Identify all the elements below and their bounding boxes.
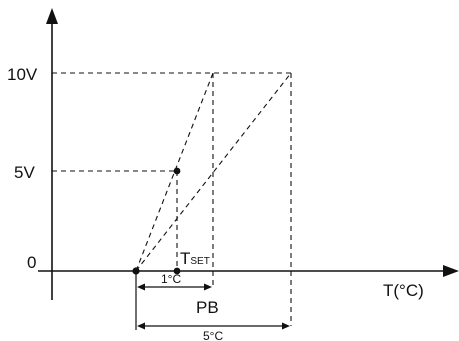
y-axis-arrowhead — [46, 8, 58, 24]
dimension-1c-arrow-right — [204, 283, 212, 291]
y-tick-0: 0 — [27, 253, 36, 272]
midpoint-5v — [173, 167, 181, 175]
dimension-5c-arrow-left — [137, 322, 145, 330]
y-tick-5v: 5V — [14, 163, 35, 182]
dimension-1c-label: 1°C — [161, 272, 181, 286]
pb-label: PB — [196, 298, 219, 317]
dimension-5c-arrow-right — [282, 322, 290, 330]
x-axis-label: T(°C) — [383, 281, 424, 300]
start-point — [132, 267, 140, 275]
tset-label: TSET — [180, 249, 210, 268]
y-tick-10v: 10V — [7, 65, 38, 84]
dimension-1c-arrow-left — [137, 283, 145, 291]
dimension-5c-label: 5°C — [203, 329, 223, 341]
x-axis-arrowhead — [443, 265, 459, 277]
ramp-5c-line — [135, 72, 292, 272]
tset-point — [173, 267, 181, 275]
